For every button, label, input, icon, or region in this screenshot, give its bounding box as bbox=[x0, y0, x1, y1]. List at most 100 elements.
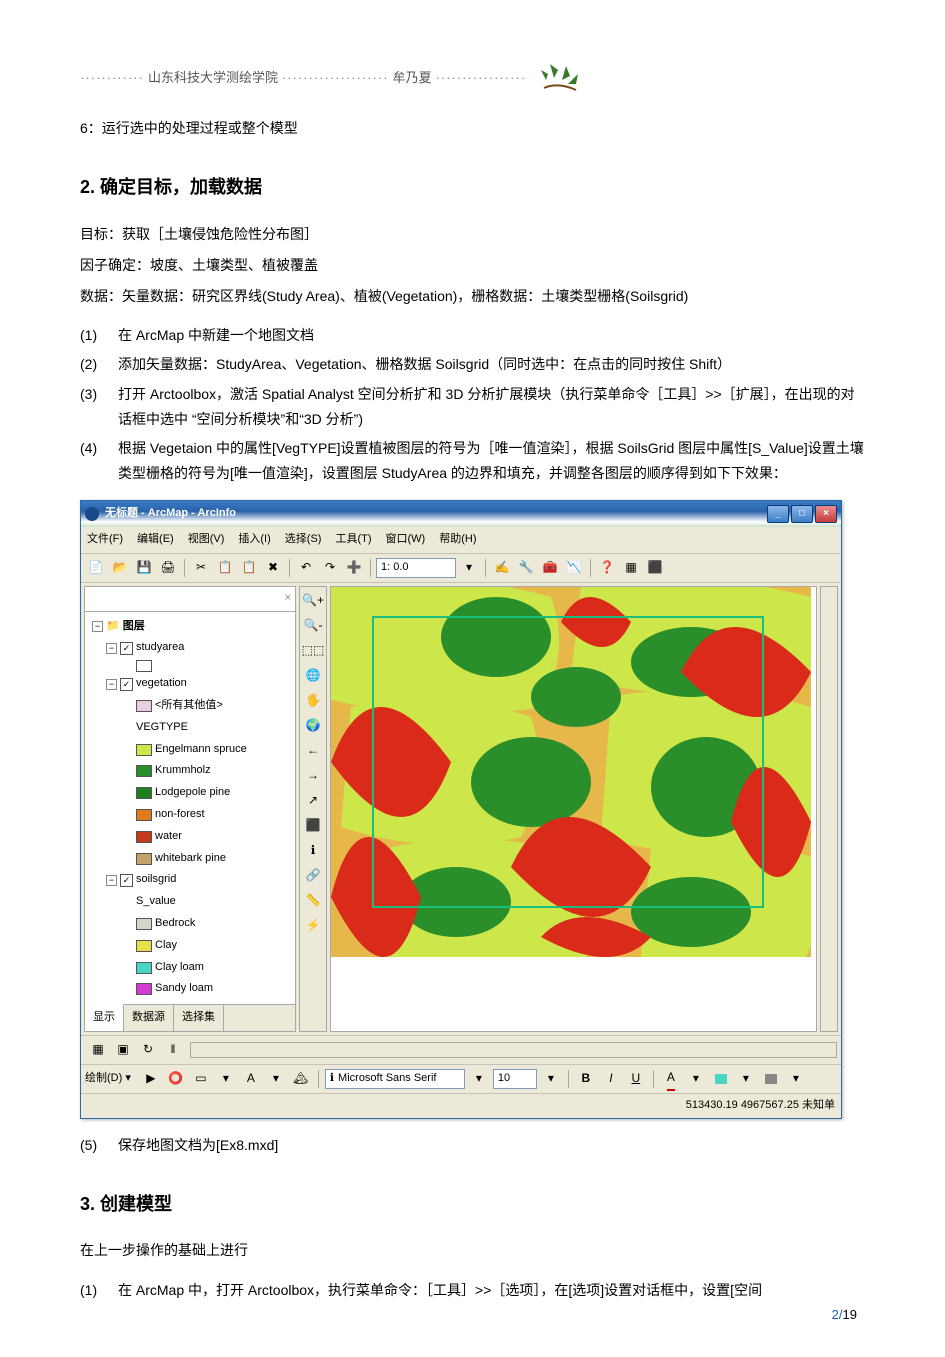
toc-node[interactable]: Engelmann spruce bbox=[89, 739, 291, 761]
close-button[interactable]: × bbox=[815, 505, 837, 523]
toc-node[interactable]: whitebark pine bbox=[89, 848, 291, 870]
toolbar-button[interactable]: B bbox=[575, 1068, 597, 1090]
toolbar-button[interactable]: ▾ bbox=[215, 1068, 237, 1090]
map-tool-button[interactable]: ← bbox=[301, 739, 325, 763]
toc-tabs[interactable]: 显示数据源选择集 bbox=[85, 1004, 295, 1031]
toolbar-button[interactable]: ✖ bbox=[262, 557, 284, 579]
map-tool-button[interactable]: 🌍 bbox=[301, 714, 325, 738]
toolbar-button[interactable]: ✍ bbox=[491, 557, 513, 579]
layer-checkbox[interactable]: ✓ bbox=[120, 874, 133, 887]
expand-icon[interactable]: − bbox=[92, 621, 103, 632]
toolbar-button[interactable]: A bbox=[240, 1068, 262, 1090]
toc-node[interactable]: S_value bbox=[89, 891, 291, 913]
toc-node[interactable]: Clay loam bbox=[89, 957, 291, 979]
map-tool-button[interactable]: 🌐 bbox=[301, 664, 325, 688]
map-tool-button[interactable]: 🔗 bbox=[301, 864, 325, 888]
toolbar-button[interactable]: 📋 bbox=[214, 557, 236, 579]
maximize-button[interactable]: □ bbox=[791, 505, 813, 523]
symbol-swatch[interactable] bbox=[136, 765, 152, 777]
toc-tab[interactable]: 选择集 bbox=[174, 1005, 224, 1031]
font-select[interactable]: ℹMicrosoft Sans Serif bbox=[325, 1069, 465, 1089]
minimize-button[interactable]: _ bbox=[767, 505, 789, 523]
map-tool-button[interactable]: ⚡ bbox=[301, 914, 325, 938]
toolbar-button[interactable]: 🔧 bbox=[515, 557, 537, 579]
toolbar-button[interactable]: ▾ bbox=[468, 1068, 490, 1090]
map-tool-button[interactable]: 🔍- bbox=[301, 614, 325, 638]
toolbar-button[interactable]: ▾ bbox=[540, 1068, 562, 1090]
menu-item[interactable]: 选择(S) bbox=[285, 530, 322, 550]
scale-input[interactable]: 1: 0.0 bbox=[376, 558, 456, 578]
symbol-swatch[interactable] bbox=[136, 787, 152, 799]
map-view[interactable] bbox=[330, 586, 817, 1032]
toolbar-button[interactable]: ❓ bbox=[596, 557, 618, 579]
map-canvas[interactable] bbox=[331, 587, 811, 957]
symbol-swatch[interactable] bbox=[136, 853, 152, 865]
toolbar-button[interactable]: ▦ bbox=[620, 557, 642, 579]
main-toolbar[interactable]: 📄📂💾🖨✂📋📋✖↶↷➕1: 0.0▾✍🔧🧰📉❓▦⬛ bbox=[81, 554, 841, 583]
symbol-swatch[interactable] bbox=[136, 744, 152, 756]
toolbar-button[interactable]: 🖨 bbox=[157, 557, 179, 579]
map-tool-button[interactable]: 🖐 bbox=[301, 689, 325, 713]
toolbar-button[interactable]: I bbox=[600, 1068, 622, 1090]
toolbar-button[interactable]: 💾 bbox=[133, 557, 155, 579]
toolbar-button[interactable]: ▾ bbox=[685, 1068, 707, 1090]
toolbar-button[interactable]: ⬛ bbox=[644, 557, 666, 579]
menu-item[interactable]: 工具(T) bbox=[335, 530, 371, 550]
toolbar-button[interactable]: A bbox=[660, 1068, 682, 1090]
toc-node[interactable]: Lodgepole pine bbox=[89, 782, 291, 804]
toolbar-button[interactable]: ↷ bbox=[319, 557, 341, 579]
layout-view-button[interactable]: ▣ bbox=[112, 1039, 134, 1061]
scale-dropdown[interactable]: ▾ bbox=[458, 557, 480, 579]
vertical-scrollbar[interactable] bbox=[820, 586, 838, 1032]
map-tool-button[interactable]: 📏 bbox=[301, 889, 325, 913]
toc-node[interactable]: Sandy loam bbox=[89, 978, 291, 1000]
toc-node[interactable]: − ✓ studyarea bbox=[89, 637, 291, 659]
map-tool-button[interactable]: ⬛ bbox=[301, 814, 325, 838]
menu-item[interactable]: 视图(V) bbox=[188, 530, 225, 550]
toc-tab[interactable]: 数据源 bbox=[124, 1005, 174, 1031]
menu-item[interactable]: 帮助(H) bbox=[439, 530, 476, 550]
horizontal-scrollbar[interactable] bbox=[190, 1042, 837, 1058]
toolbar-button[interactable]: ➕ bbox=[343, 557, 365, 579]
symbol-swatch[interactable] bbox=[136, 831, 152, 843]
map-tool-button[interactable]: → bbox=[301, 764, 325, 788]
toc-tab[interactable]: 显示 bbox=[85, 1004, 124, 1031]
map-tools-toolbar[interactable]: 🔍+🔍-⬚⬚🌐🖐🌍←→↗⬛ℹ🔗📏⚡ bbox=[299, 586, 327, 1032]
symbol-swatch[interactable] bbox=[136, 700, 152, 712]
window-titlebar[interactable]: 无标题 - ArcMap - ArcInfo _ □ × bbox=[81, 501, 841, 527]
toc-node[interactable] bbox=[89, 659, 291, 673]
refresh-button[interactable]: ↻ bbox=[137, 1039, 159, 1061]
data-view-button[interactable]: ▦ bbox=[87, 1039, 109, 1061]
map-tool-button[interactable]: ↗ bbox=[301, 789, 325, 813]
toolbar-button[interactable]: ✂ bbox=[190, 557, 212, 579]
symbol-swatch[interactable] bbox=[136, 962, 152, 974]
toolbar-button[interactable] bbox=[760, 1068, 782, 1090]
map-tool-button[interactable]: ℹ bbox=[301, 839, 325, 863]
symbol-swatch[interactable] bbox=[136, 660, 152, 672]
toc-node[interactable]: − ✓ soilsgrid bbox=[89, 869, 291, 891]
toc-node[interactable]: <所有其他值> bbox=[89, 695, 291, 717]
menu-item[interactable]: 窗口(W) bbox=[386, 530, 426, 550]
menu-item[interactable]: 文件(F) bbox=[87, 530, 123, 550]
toc-node[interactable]: − ✓ vegetation bbox=[89, 673, 291, 695]
toolbar-button[interactable]: ⭕ bbox=[165, 1068, 187, 1090]
toolbar-button[interactable]: U bbox=[625, 1068, 647, 1090]
toc-node[interactable]: Krummholz bbox=[89, 760, 291, 782]
symbol-swatch[interactable] bbox=[136, 940, 152, 952]
toolbar-button[interactable]: ▾ bbox=[785, 1068, 807, 1090]
symbol-swatch[interactable] bbox=[136, 983, 152, 995]
toc-node[interactable]: non-forest bbox=[89, 804, 291, 826]
symbol-swatch[interactable] bbox=[136, 809, 152, 821]
draw-menu[interactable]: 绘制(D) ▾ bbox=[85, 1069, 131, 1089]
pause-drawing-button[interactable]: ‖ bbox=[162, 1039, 184, 1061]
toolbar-button[interactable]: 📋 bbox=[238, 557, 260, 579]
toolbar-button[interactable]: 📉 bbox=[563, 557, 585, 579]
menu-item[interactable]: 编辑(E) bbox=[137, 530, 174, 550]
toc-node[interactable]: Bedrock bbox=[89, 913, 291, 935]
menubar[interactable]: 文件(F)编辑(E)视图(V)插入(I)选择(S)工具(T)窗口(W)帮助(H) bbox=[81, 527, 841, 554]
toc-node[interactable]: Clay bbox=[89, 935, 291, 957]
toolbar-button[interactable]: 🏔 bbox=[290, 1068, 312, 1090]
toc-panel[interactable]: × − 📁 图层− ✓ studyarea − ✓ vegetation <所有… bbox=[84, 586, 296, 1032]
expand-icon[interactable]: − bbox=[106, 875, 117, 886]
layer-checkbox[interactable]: ✓ bbox=[120, 642, 133, 655]
